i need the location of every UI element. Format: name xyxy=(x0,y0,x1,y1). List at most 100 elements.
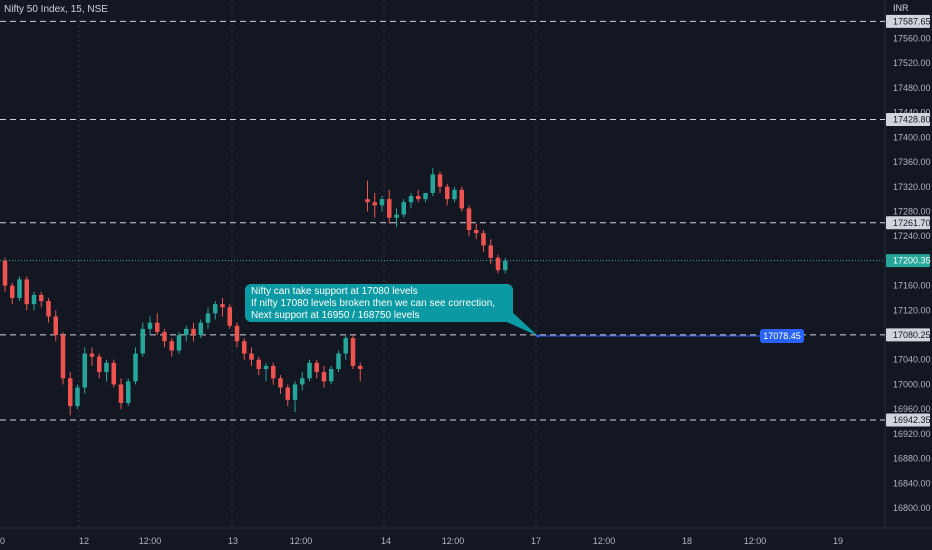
candle-down xyxy=(242,338,247,360)
candle-body xyxy=(430,174,435,193)
candle-up xyxy=(205,307,211,329)
price-tick-label: 17520.00 xyxy=(893,58,931,68)
candle-down xyxy=(466,205,472,237)
annotation-callout[interactable]: Nifty can take support at 17080 levels I… xyxy=(245,284,513,322)
candle-down xyxy=(372,192,377,218)
candle-body xyxy=(75,387,80,407)
level-tag-label: 17080.25 xyxy=(893,330,931,340)
candle-down xyxy=(111,359,116,388)
candle-up xyxy=(394,208,399,227)
candle-body xyxy=(176,335,182,351)
target-anchor-point[interactable] xyxy=(536,334,540,338)
candle-body xyxy=(97,356,102,373)
time-tick-label: 18 xyxy=(682,536,692,546)
time-tick-label: 19 xyxy=(833,536,843,546)
time-tick-label: 12:00 xyxy=(290,536,313,546)
candle-body xyxy=(213,304,218,314)
candle-body xyxy=(155,322,160,332)
target-price-label: 17078.45 xyxy=(763,331,801,341)
level-price-tag: 17261.70 xyxy=(886,216,931,230)
candle-up xyxy=(263,362,269,382)
candle-body xyxy=(263,365,269,370)
candle-body xyxy=(198,322,203,336)
candle-down xyxy=(416,189,421,203)
level-tag-bg xyxy=(886,113,930,127)
candle-down xyxy=(278,375,283,394)
candle-down xyxy=(220,297,225,317)
candle-body xyxy=(416,196,421,200)
candle-body xyxy=(162,331,167,342)
candle-down xyxy=(118,378,124,410)
price-tick-label: 17320.00 xyxy=(893,182,931,192)
candle-up xyxy=(140,322,145,357)
candle-up xyxy=(17,276,22,302)
candle-body xyxy=(118,384,124,403)
price-tick-label: 17280.00 xyxy=(893,206,931,216)
price-axis[interactable]: 16800.00 16840.00 16880.00 16920.00 16960.00… xyxy=(886,14,931,513)
symbol-title: Nifty 50 Index, 15, NSE xyxy=(4,4,108,15)
time-tick-label: 12:00 xyxy=(442,536,465,546)
candle-body xyxy=(2,260,8,286)
horizontal-levels[interactable] xyxy=(0,20,885,421)
candle-up xyxy=(401,199,406,218)
candle-up xyxy=(329,365,334,385)
candle-body xyxy=(249,353,254,360)
candle-body xyxy=(140,328,145,354)
candle-body xyxy=(242,341,247,354)
level-price-tag: 17080.25 xyxy=(886,328,931,342)
candle-body xyxy=(205,313,211,323)
candle-body xyxy=(336,353,341,370)
candle-up xyxy=(198,319,203,339)
price-tick-label: 17440.00 xyxy=(893,108,931,118)
target-price-tag[interactable] xyxy=(760,328,804,343)
candle-up xyxy=(452,186,457,203)
candle-up xyxy=(133,347,138,385)
candle-body xyxy=(111,362,116,385)
candle-down xyxy=(24,276,29,311)
annotation-overlay[interactable]: 17078.45 xyxy=(498,312,804,343)
candle-body xyxy=(24,279,29,305)
candle-down xyxy=(474,223,479,240)
candle-body xyxy=(227,307,232,326)
candle-body xyxy=(31,294,37,305)
last-price-tag xyxy=(886,254,930,268)
candle-up xyxy=(292,381,298,413)
time-axis[interactable]: 00 12 12:00 13 12:00 14 12:00 17 12:00 18 12:00 19 xyxy=(0,536,843,546)
candle-up xyxy=(343,335,348,360)
time-tick-label: 12:00 xyxy=(139,536,162,546)
price-tick-label: 17040.00 xyxy=(893,355,931,365)
candle-down xyxy=(314,359,319,379)
last-price-label: 17200.35 xyxy=(893,256,931,266)
candle-down xyxy=(285,384,290,407)
candle-body xyxy=(503,260,508,271)
currency-label: INR xyxy=(893,3,909,13)
candle-down xyxy=(46,297,51,323)
price-tick-label: 16840.00 xyxy=(893,478,931,488)
price-tick-label: 17560.00 xyxy=(893,34,931,44)
candle-body xyxy=(60,335,66,379)
grid xyxy=(78,0,537,528)
candle-body xyxy=(89,353,95,357)
candle-up xyxy=(336,350,341,373)
candle-down xyxy=(488,239,493,264)
candle-body xyxy=(68,378,73,407)
annotation-line-3: Next support at 16950 / 168750 levels xyxy=(251,310,420,321)
candle-down xyxy=(162,328,167,348)
candle-up xyxy=(184,325,189,342)
candle-body xyxy=(53,316,58,336)
price-tick-label: 17160.00 xyxy=(893,281,931,291)
time-tick-label: 17 xyxy=(531,536,541,546)
time-tick-label: 13 xyxy=(228,536,238,546)
candle-up xyxy=(423,192,428,203)
candle-body xyxy=(459,189,464,209)
candle-body xyxy=(321,372,327,382)
candle-up xyxy=(176,331,182,354)
candle-up xyxy=(31,291,37,311)
level-tag-label: 17261.70 xyxy=(893,218,931,228)
candle-body xyxy=(184,328,189,336)
candle-body xyxy=(271,365,276,379)
candle-body xyxy=(495,257,501,271)
candle-up xyxy=(213,301,218,320)
candle-body xyxy=(445,186,450,200)
